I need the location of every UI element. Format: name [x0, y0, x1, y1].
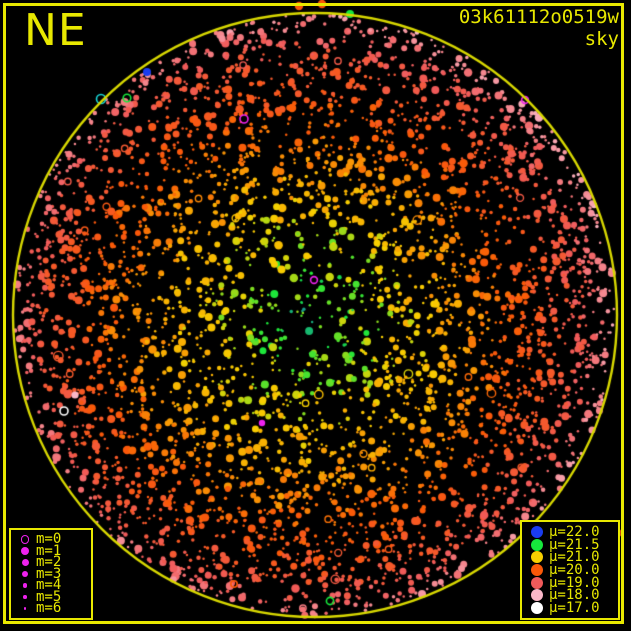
mu-legend-label: μ=21.0 — [549, 549, 600, 566]
mu-color-swatch-icon — [527, 576, 547, 589]
magnitude-legend-row: m=4 — [16, 577, 85, 594]
mu-color-swatch-icon — [527, 551, 547, 564]
magnitude-legend-row: m=2 — [16, 554, 85, 571]
magnitude-legend-label: m=0 — [36, 531, 62, 548]
magnitude-marker-icon — [16, 558, 34, 566]
mu-legend-row: μ=20.0 — [527, 561, 612, 578]
magnitude-marker-icon — [16, 607, 34, 610]
mu-legend-label: μ=17.0 — [549, 599, 600, 616]
surface-brightness-legend: μ=22.0 μ=21.5 μ=21.0 μ=20.0 μ=19.0 μ=18.0 μ=17… — [520, 519, 620, 620]
magnitude-legend-row: m=3 — [16, 565, 85, 582]
magnitude-marker-icon — [16, 535, 34, 544]
mu-legend-row: μ=21.0 — [527, 549, 612, 566]
magnitude-legend-label: m=4 — [36, 577, 62, 594]
magnitude-legend-label: m=5 — [36, 588, 62, 605]
mu-legend-row: μ=17.0 — [527, 599, 612, 616]
magnitude-marker-icon — [16, 546, 34, 555]
mu-color-swatch-icon — [527, 538, 547, 551]
projection-label: sky — [584, 28, 619, 50]
mu-color-swatch-icon — [527, 526, 547, 539]
mu-legend-label: μ=21.5 — [549, 536, 600, 553]
mu-color-swatch-icon — [527, 601, 547, 614]
mu-legend-label: μ=18.0 — [549, 587, 600, 604]
field-id-label: 03k61112o0519w — [458, 6, 619, 28]
magnitude-legend-label: m=2 — [36, 554, 62, 571]
title-block: 03k61112o0519w sky — [459, 6, 619, 50]
mu-legend-row: μ=18.0 — [527, 587, 612, 604]
mu-legend-row: μ=21.5 — [527, 536, 612, 553]
orientation-label: NE — [24, 5, 87, 56]
magnitude-legend-row: m=1 — [16, 542, 85, 559]
mu-color-swatch-icon — [527, 563, 547, 576]
magnitude-legend-row: m=0 — [16, 531, 85, 548]
magnitude-marker-icon — [16, 583, 34, 588]
magnitude-legend-label: m=3 — [36, 565, 62, 582]
mu-legend-row: μ=22.0 — [527, 524, 612, 541]
mu-legend-label: μ=19.0 — [549, 574, 600, 591]
magnitude-legend-row: m=6 — [16, 600, 85, 617]
magnitude-marker-icon — [16, 595, 34, 599]
magnitude-marker-icon — [16, 570, 34, 577]
magnitude-legend-label: m=1 — [36, 542, 62, 559]
magnitude-legend-row: m=5 — [16, 588, 85, 605]
magnitude-legend: m=0 m=1 m=2 m=3 m=4 m=5 m=6 — [9, 527, 93, 620]
mu-legend-label: μ=20.0 — [549, 561, 600, 578]
mu-color-swatch-icon — [527, 589, 547, 602]
magnitude-legend-label: m=6 — [36, 600, 62, 617]
mu-legend-row: μ=19.0 — [527, 574, 612, 591]
mu-legend-label: μ=22.0 — [549, 524, 600, 541]
